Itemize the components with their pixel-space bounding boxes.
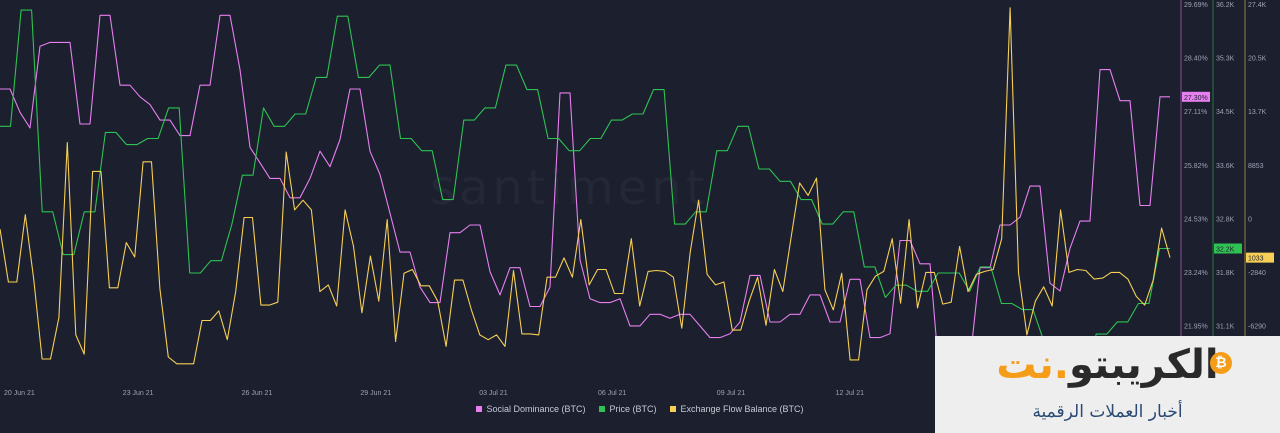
axis-tick-flow: 0: [1248, 216, 1252, 223]
axis-tick-flow: 13.7K: [1248, 109, 1267, 116]
publisher-logo: الكريبتو.نت: [935, 342, 1280, 388]
value-badge-label-social: 27.30%: [1184, 95, 1208, 102]
axis-tick-flow: 20.5K: [1248, 56, 1267, 63]
x-tick-label: 09 Jul 21: [717, 390, 746, 397]
axis-tick-price: 33.6K: [1216, 163, 1235, 170]
publisher-logo-main: الكريبتو: [1068, 342, 1219, 388]
axis-tick-social: 25.82%: [1184, 163, 1208, 170]
axis-tick-social: 21.95%: [1184, 324, 1208, 331]
x-tick-label: 03 Jul 21: [479, 390, 508, 397]
bitcoin-coin-icon: ₿: [1210, 352, 1232, 374]
series-line-social: [0, 14, 1170, 384]
legend-item-flow[interactable]: Exchange Flow Balance (BTC): [670, 404, 804, 414]
value-badge-social: [1182, 91, 1210, 102]
axis-tick-flow: 8853: [1248, 163, 1264, 170]
x-tick-label: 06 Jul 21: [598, 390, 627, 397]
axis-tick-price: 31.8K: [1216, 270, 1235, 277]
value-badge-label-price: 32.2K: [1216, 247, 1235, 254]
axis-tick-social: 28.40%: [1184, 56, 1208, 63]
publisher-tagline: أخبار العملات الرقمية: [1032, 402, 1183, 422]
legend-item-price[interactable]: Price (BTC): [599, 404, 656, 414]
series-line-flow: [0, 7, 1171, 365]
axis-tick-price: 31.1K: [1216, 324, 1235, 331]
x-tick-label: 26 Jun 21: [242, 390, 273, 397]
legend-label-price: Price (BTC): [609, 404, 657, 414]
legend-swatch-flow: [670, 406, 677, 412]
axis-tick-flow: 27.4K: [1248, 2, 1267, 9]
chart-legend: Social Dominance (BTC) Price (BTC) Excha…: [0, 404, 1280, 414]
axis-tick-flow: -2840: [1248, 270, 1266, 277]
axis-tick-social: 24.53%: [1184, 216, 1208, 223]
legend-label-social: Social Dominance (BTC): [486, 404, 586, 414]
value-badge-price: [1214, 243, 1242, 254]
legend-item-social[interactable]: Social Dominance (BTC): [476, 404, 585, 414]
axis-tick-flow: -6290: [1248, 324, 1266, 331]
axis-tick-price: 34.5K: [1216, 109, 1235, 116]
publisher-watermark: الكريبتو.نت أخبار العملات الرقمية: [935, 336, 1280, 433]
legend-swatch-price: [599, 406, 606, 412]
x-tick-label: 12 Jul 21: [836, 390, 865, 397]
legend-label-flow: Exchange Flow Balance (BTC): [680, 404, 804, 414]
value-badge-flow: [1246, 252, 1274, 263]
x-tick-label: 29 Jun 21: [360, 390, 391, 397]
x-tick-label: 23 Jun 21: [123, 390, 154, 397]
santiment-watermark: santiment: [430, 160, 709, 216]
axis-tick-social: 29.69%: [1184, 2, 1208, 9]
axis-tick-social: 27.11%: [1184, 109, 1207, 116]
axis-tick-price: 35.3K: [1216, 56, 1235, 63]
axis-tick-price: 36.2K: [1216, 2, 1235, 9]
x-tick-label: 20 Jun 21: [4, 390, 35, 397]
series-line-price: [0, 9, 1170, 378]
axis-tick-price: 32.8K: [1216, 216, 1235, 223]
value-badge-label-flow: 1033: [1248, 256, 1264, 263]
axis-tick-social: 23.24%: [1184, 270, 1208, 277]
legend-swatch-social: [476, 406, 483, 412]
publisher-logo-accent: .نت: [996, 342, 1069, 388]
